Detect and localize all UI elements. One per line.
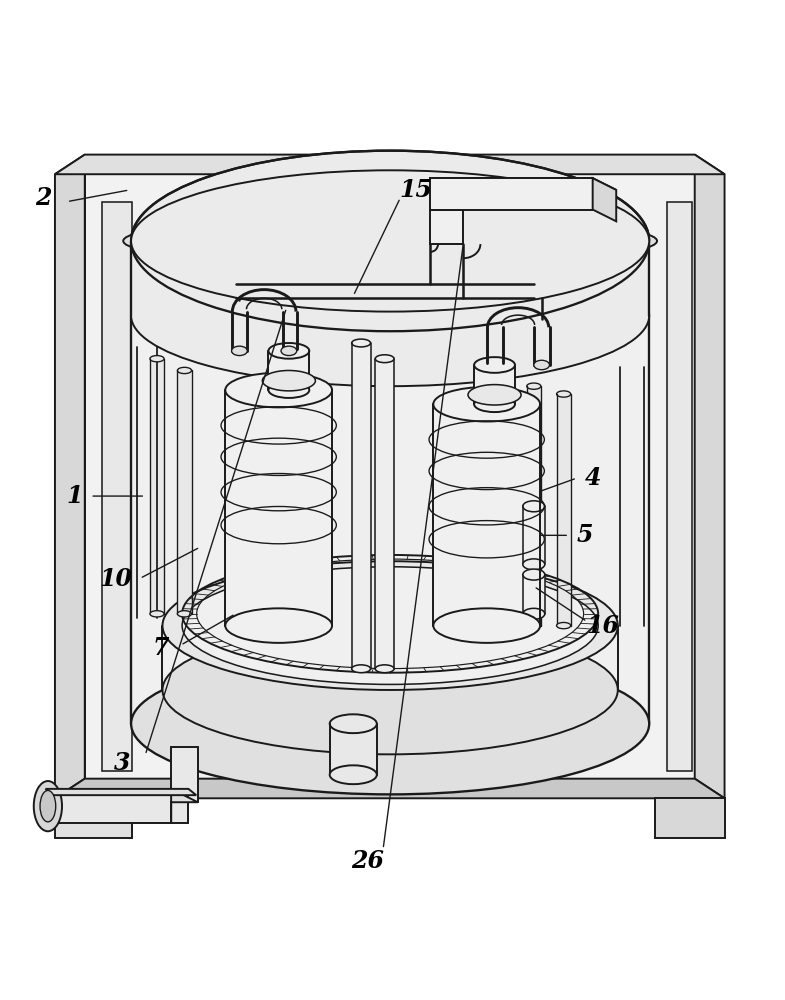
Polygon shape — [593, 178, 616, 221]
Ellipse shape — [131, 151, 649, 331]
Polygon shape — [527, 386, 541, 626]
Polygon shape — [474, 365, 515, 404]
Ellipse shape — [433, 608, 540, 643]
Ellipse shape — [330, 714, 377, 733]
Ellipse shape — [352, 665, 371, 673]
Ellipse shape — [225, 608, 332, 643]
Ellipse shape — [527, 383, 541, 389]
Ellipse shape — [150, 611, 164, 617]
Ellipse shape — [523, 559, 545, 570]
Ellipse shape — [330, 765, 377, 784]
Polygon shape — [55, 155, 725, 174]
Ellipse shape — [40, 790, 56, 822]
Polygon shape — [131, 316, 649, 724]
Polygon shape — [55, 798, 132, 838]
Ellipse shape — [123, 216, 657, 266]
Ellipse shape — [232, 346, 247, 356]
Text: 10: 10 — [100, 566, 133, 590]
Polygon shape — [557, 394, 571, 626]
Polygon shape — [150, 359, 164, 614]
Ellipse shape — [375, 355, 394, 363]
Polygon shape — [85, 155, 695, 779]
Ellipse shape — [557, 622, 571, 629]
Text: 3: 3 — [113, 751, 130, 775]
Polygon shape — [330, 724, 377, 775]
Polygon shape — [177, 370, 192, 614]
Text: 4: 4 — [584, 466, 601, 490]
Polygon shape — [352, 343, 371, 669]
Ellipse shape — [523, 608, 545, 619]
Ellipse shape — [262, 370, 316, 391]
Ellipse shape — [281, 346, 297, 356]
Text: 16: 16 — [586, 614, 619, 638]
Polygon shape — [55, 155, 85, 798]
Polygon shape — [667, 202, 692, 771]
Ellipse shape — [162, 561, 618, 690]
Ellipse shape — [225, 373, 332, 407]
Polygon shape — [523, 506, 545, 564]
Ellipse shape — [527, 622, 541, 629]
Ellipse shape — [131, 170, 649, 312]
Ellipse shape — [474, 357, 515, 373]
Ellipse shape — [523, 569, 545, 580]
Polygon shape — [433, 404, 540, 626]
Polygon shape — [375, 359, 394, 669]
Polygon shape — [46, 789, 196, 795]
Polygon shape — [55, 779, 725, 798]
Ellipse shape — [468, 385, 521, 405]
Polygon shape — [268, 351, 309, 390]
Text: 7: 7 — [152, 636, 170, 660]
Ellipse shape — [433, 387, 540, 421]
Ellipse shape — [268, 382, 309, 398]
Polygon shape — [523, 575, 545, 614]
Ellipse shape — [150, 356, 164, 362]
Ellipse shape — [34, 781, 62, 831]
Polygon shape — [171, 789, 198, 823]
Polygon shape — [102, 202, 132, 771]
Text: 15: 15 — [400, 178, 433, 202]
Polygon shape — [171, 747, 198, 802]
Polygon shape — [46, 789, 188, 823]
Ellipse shape — [177, 367, 192, 374]
Ellipse shape — [523, 501, 545, 512]
Ellipse shape — [131, 653, 649, 794]
Ellipse shape — [375, 665, 394, 673]
Ellipse shape — [557, 391, 571, 397]
Ellipse shape — [182, 567, 598, 684]
Ellipse shape — [162, 626, 618, 754]
Polygon shape — [131, 241, 649, 316]
Polygon shape — [225, 390, 332, 626]
Text: 5: 5 — [576, 523, 593, 547]
Polygon shape — [430, 210, 463, 244]
Polygon shape — [655, 798, 725, 838]
Text: 1: 1 — [66, 484, 83, 508]
Text: 26: 26 — [351, 849, 384, 873]
Polygon shape — [430, 178, 616, 190]
Ellipse shape — [352, 339, 371, 347]
Text: 2: 2 — [35, 186, 52, 210]
Polygon shape — [695, 155, 725, 798]
Ellipse shape — [131, 245, 649, 386]
Ellipse shape — [534, 360, 550, 370]
Ellipse shape — [474, 396, 515, 412]
Polygon shape — [430, 178, 593, 210]
Ellipse shape — [177, 611, 192, 617]
Ellipse shape — [268, 343, 309, 359]
